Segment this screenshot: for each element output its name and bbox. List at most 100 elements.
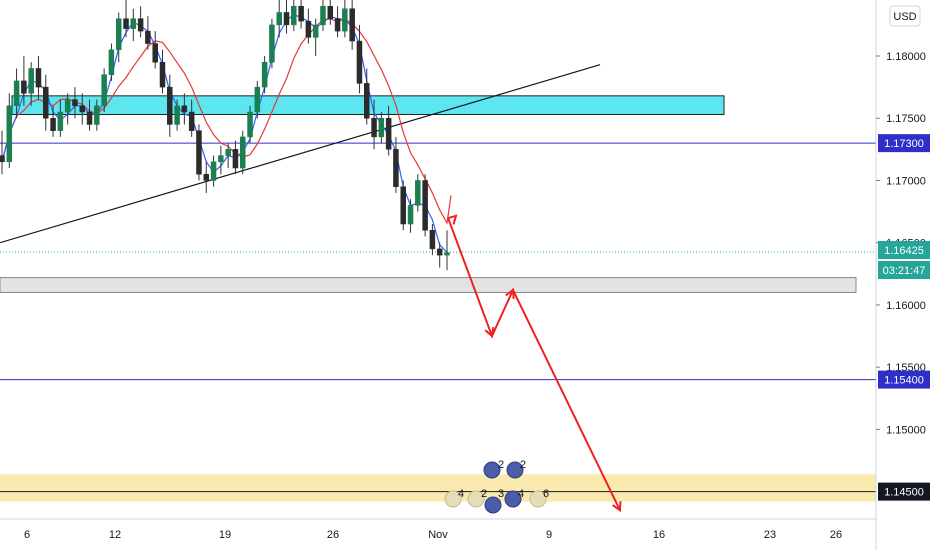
candle-body [407, 205, 414, 225]
price-level-tag [878, 482, 930, 501]
price-tags: 1.17300 1.15400 1.14500 [878, 134, 930, 501]
time-tick-label: 26 [830, 529, 842, 541]
svg-text:4: 4 [518, 488, 524, 500]
event-flag-icon[interactable] [467, 490, 485, 508]
candle-body [429, 230, 436, 250]
price-tick-label: 1.17500 [886, 113, 926, 125]
currency-label: USD [893, 11, 916, 23]
last-price-value: 1.16425 [884, 245, 924, 257]
candle-body [283, 12, 290, 26]
event-flag-icon[interactable] [529, 490, 547, 508]
candle-body [422, 180, 428, 231]
candle-body [312, 24, 319, 38]
candle-body [218, 155, 224, 163]
candle-body [50, 117, 56, 131]
candle-body [364, 83, 370, 119]
countdown-tag [878, 261, 930, 279]
candle-body [334, 18, 341, 32]
candle-body [203, 173, 210, 181]
last-price-tag [878, 241, 930, 259]
time-tick-label: 6 [24, 529, 30, 541]
candle-body [64, 99, 71, 113]
svg-text:3: 3 [498, 488, 504, 500]
event-flag-icon[interactable] [483, 461, 501, 479]
candle-body [291, 5, 297, 26]
time-axis-ticks[interactable]: 6 12 19 26 Nov 9 16 23 26 [24, 529, 842, 541]
trendline[interactable] [0, 64, 601, 244]
price-tick-label: 1.15000 [886, 424, 926, 436]
event-flag-icon[interactable] [444, 490, 462, 508]
candle-body [444, 252, 450, 256]
candle-body [247, 111, 253, 138]
svg-text:6: 6 [543, 488, 549, 500]
economic-events[interactable]: 4 2 3 2 2 4 6 [444, 459, 549, 514]
time-tick-label: Nov [428, 529, 448, 541]
candle-body [101, 74, 107, 107]
candle-body [35, 68, 42, 88]
candle-body [261, 61, 268, 88]
candle-body [276, 12, 282, 26]
countdown-value: 03:21:47 [883, 265, 926, 277]
candle-body [232, 149, 239, 169]
price-tick-label: 1.16000 [886, 300, 926, 312]
projection-arrow[interactable] [447, 214, 622, 513]
candle-body [196, 130, 202, 175]
candle-body [21, 80, 27, 94]
candle-body [356, 40, 363, 84]
time-tick-label: 26 [327, 529, 339, 541]
price-level-tag-label: 1.17300 [884, 138, 924, 150]
candle-body [86, 111, 93, 125]
candle-body [385, 117, 392, 150]
arrowhead [612, 501, 622, 513]
candle-body [0, 155, 5, 163]
candle-body [79, 105, 85, 113]
candle-body [108, 49, 115, 75]
candle-body [167, 86, 173, 125]
time-tick-label: 23 [764, 529, 776, 541]
svg-text:2: 2 [498, 459, 504, 471]
currency-badge[interactable] [889, 5, 921, 27]
svg-text:4: 4 [458, 488, 464, 500]
event-flag-icon[interactable] [504, 490, 522, 508]
levels-layer [0, 142, 876, 493]
arrowhead [505, 288, 515, 300]
candle-body [269, 24, 275, 63]
candle-body [6, 105, 13, 163]
candle-body [239, 136, 246, 169]
candle-body [152, 43, 158, 63]
candle-body [28, 68, 34, 94]
candle-body [174, 105, 180, 125]
price-axis-ticks: 1.180001.175001.170001.165001.160001.155… [876, 51, 926, 436]
projection-line[interactable] [447, 217, 621, 511]
candle-body [400, 186, 406, 225]
candle-body [210, 161, 217, 181]
candles-layer [0, 0, 450, 271]
price-level-tag-label: 1.15400 [884, 375, 924, 387]
time-tick-label: 9 [546, 529, 552, 541]
candle-body [13, 80, 20, 107]
event-flag-icon[interactable] [506, 461, 524, 479]
candle-body [43, 86, 49, 119]
time-tick-label: 19 [219, 529, 231, 541]
time-tick-label: 12 [109, 529, 121, 541]
candle-body [115, 18, 122, 51]
candle-body [57, 111, 64, 131]
price-level-tag [878, 370, 930, 389]
candle-body [188, 111, 195, 131]
candle-body [415, 180, 421, 206]
candle-body [130, 18, 137, 29]
arrowhead [447, 214, 458, 225]
zone-rect[interactable] [0, 474, 876, 502]
event-flag-icon[interactable] [484, 496, 502, 514]
candle-body [225, 149, 231, 156]
candle-body [145, 30, 151, 44]
zone-rect[interactable] [0, 277, 857, 293]
svg-text:2: 2 [481, 488, 487, 500]
svg-text:2: 2 [520, 459, 526, 471]
candle-body [349, 8, 355, 42]
candle-body [378, 117, 385, 138]
candle-body [94, 105, 100, 125]
candle-body [123, 18, 129, 29]
